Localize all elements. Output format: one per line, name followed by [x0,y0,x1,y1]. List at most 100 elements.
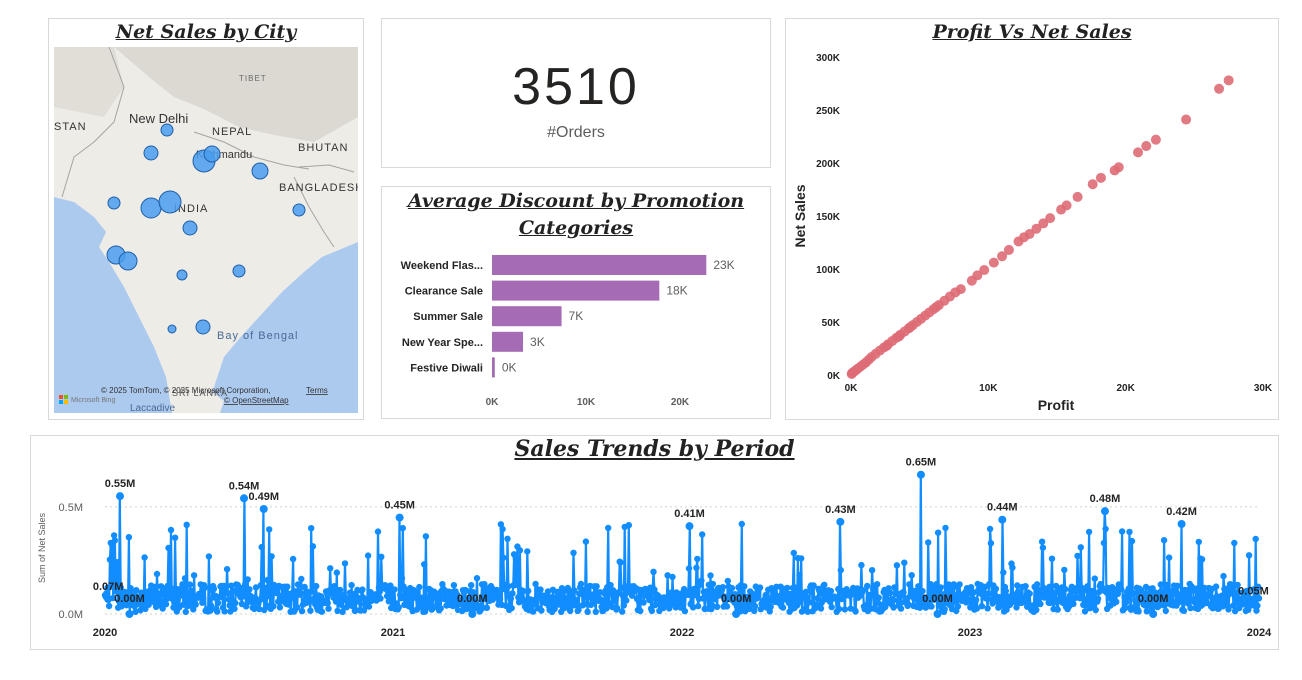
trend-point [803,594,811,601]
trend-point [505,583,512,590]
trend-point [858,561,865,569]
trend-data-label: 0.45M [384,500,415,512]
trend-point [1114,590,1122,597]
scatter-x-axis-title: Profit [1038,397,1075,413]
trend-point [232,599,239,607]
trend-point [1092,606,1099,614]
trend-point [165,544,172,552]
trend-point [1165,554,1173,561]
bangladesh-border [293,176,335,248]
trend-y-tick-label: 0.5M [59,502,83,514]
trend-point [411,594,418,601]
trend-point [859,587,867,594]
trend-annotated-point [125,610,134,618]
trend-annotated-point [104,595,113,603]
sales-trend-line-chart: 0.0M 0.5M Sum of Net Sales 2020 2021 2022 2023… [37,457,1272,639]
trend-point [767,603,774,610]
discount-bar [492,280,660,301]
city-bubble[interactable] [107,196,121,210]
trend-point [298,607,306,615]
trend-point [1062,586,1069,593]
city-bubble[interactable] [182,220,198,236]
trend-point [261,584,269,592]
trend-annotated-point [1100,507,1109,516]
trend-point [551,605,558,613]
trend-point [992,585,1000,592]
trend-point [756,584,764,591]
trend-point [450,582,458,589]
city-bubble[interactable] [143,145,159,161]
discount-bar [492,331,524,352]
trend-point [111,537,119,544]
trend-point [817,605,825,612]
trend-data-label: 0.05M [1238,585,1269,597]
trend-point [617,559,624,566]
scatter-point [1214,83,1225,94]
india-map[interactable]: TIBET NEPAL BHUTAN BANGLADESH INDIA New … [54,47,358,413]
trend-point [784,584,791,592]
trend-point [941,606,948,613]
city-bubble[interactable] [232,264,246,278]
trend-point [607,581,614,589]
india-label: INDIA [174,203,208,215]
trend-point [928,603,935,610]
scatter-point [988,257,999,268]
trend-point [385,598,392,605]
trend-point [588,591,595,598]
scatter-point [931,302,942,313]
trend-point [399,524,406,532]
trend-point [582,538,590,545]
trend-point [525,587,532,595]
trend-data-label: 0.49M [248,491,279,503]
trend-data-label: 0.42M [1166,506,1197,518]
trend-point [694,602,702,610]
laccadive-label: Laccadive [130,403,175,413]
bing-logo-icon-blue [59,400,63,404]
city-bubble[interactable] [167,324,177,334]
trend-point [827,587,835,595]
city-bubble[interactable] [176,269,188,281]
scatter-x-tick-label: 30K [1254,383,1273,394]
trend-point [1054,606,1061,613]
map-canvas: TIBET NEPAL BHUTAN BANGLADESH INDIA New … [54,47,358,413]
trend-point [538,607,545,614]
trend-point [1135,608,1142,615]
trend-point [224,590,232,597]
trend-point [996,594,1003,601]
trend-point [952,595,959,602]
city-bubble[interactable] [195,319,211,335]
trend-point [391,586,398,593]
city-bubble[interactable] [140,197,162,219]
trend-point [1243,587,1250,595]
city-bubble[interactable] [203,145,221,163]
trend-point [1037,600,1044,608]
trend-point [1118,586,1125,593]
city-bubble[interactable] [158,190,182,214]
city-bubble[interactable] [292,203,306,217]
trend-point [276,604,284,611]
map-terms-link[interactable]: Terms [306,386,328,395]
trend-point [906,581,913,588]
trend-point [1227,588,1235,595]
osm-link[interactable]: © OpenStreetMap [224,396,289,405]
orders-value: 3510 [512,58,640,116]
trend-point [422,533,430,540]
trend-point [289,555,297,563]
trend-point [251,594,259,601]
trend-point [1102,525,1109,533]
city-bubble[interactable] [118,251,138,271]
trend-point [138,589,145,596]
trend-point [414,588,421,596]
trend-point [339,608,346,615]
trend-annotated-point [933,610,942,618]
trend-annotated-point [836,517,845,526]
city-bubble[interactable] [251,162,269,180]
trend-point [699,531,706,538]
trend-point [887,589,894,597]
trend-point [890,604,897,611]
city-bubble[interactable] [160,123,174,137]
scatter-point [1181,114,1192,125]
trend-point [483,604,491,611]
trend-point [133,587,140,594]
discount-bar [492,255,707,275]
